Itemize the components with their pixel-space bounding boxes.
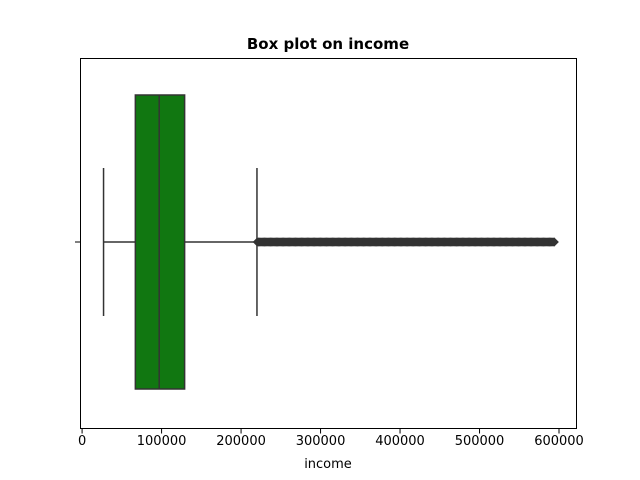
x-tick-label: 600000 bbox=[534, 434, 584, 449]
x-tick-label: 500000 bbox=[455, 434, 505, 449]
x-axis: 0 100000 200000 300000 400000 500000 600000 bbox=[78, 428, 584, 449]
iqr-box bbox=[134, 94, 186, 390]
plot-frame bbox=[80, 58, 577, 429]
chart-title: Box plot on income bbox=[247, 35, 409, 53]
box-plot bbox=[102, 94, 258, 390]
outlier-points bbox=[252, 237, 559, 247]
outlier-point bbox=[549, 237, 559, 247]
x-tick-label: 100000 bbox=[137, 434, 187, 449]
x-tick-label: 200000 bbox=[216, 434, 266, 449]
x-tick-label: 0 bbox=[78, 434, 86, 449]
x-axis-title: income bbox=[304, 457, 352, 472]
x-tick-label: 400000 bbox=[375, 434, 425, 449]
x-tick-label: 300000 bbox=[296, 434, 346, 449]
